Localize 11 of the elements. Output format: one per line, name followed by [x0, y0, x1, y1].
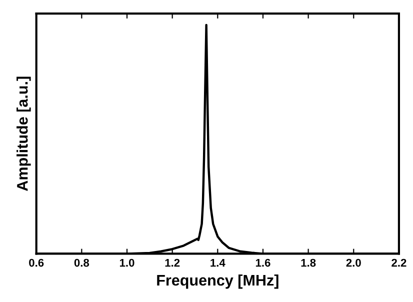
x-tick-label: 0.6: [29, 258, 44, 267]
x-axis-title: Frequency [MHz]: [157, 274, 278, 289]
x-tick-label: 1.2: [165, 258, 180, 267]
x-tick-label: 1.0: [120, 258, 134, 267]
x-tick-label: 2.2: [392, 258, 406, 267]
x-tick-label: 1.6: [256, 258, 270, 267]
x-tick-label: 0.8: [74, 258, 90, 267]
x-tick-label: 2.0: [346, 258, 361, 267]
y-axis-title: Amplitude [a.u.]: [16, 76, 31, 191]
x-tick-label: 1.8: [301, 258, 316, 267]
x-tick-label: 1.4: [210, 258, 226, 267]
